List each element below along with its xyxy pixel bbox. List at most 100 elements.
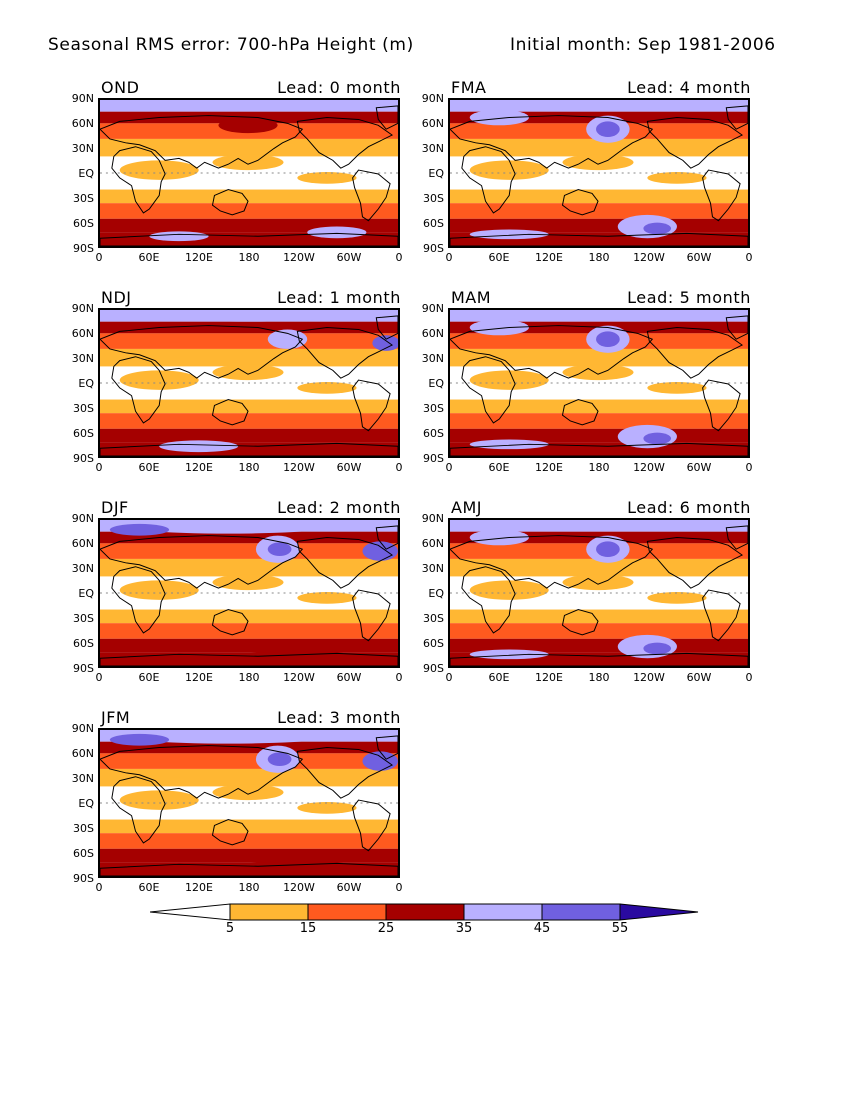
lon-tick-label: 180 (238, 881, 260, 894)
lon-tick-label: 0 (95, 461, 103, 474)
lon-tick-label: 0 (395, 881, 403, 894)
lat-tick-label: 60N (421, 117, 444, 130)
colorbar-box-15-25 (307, 903, 387, 921)
lat-tick-label: 30N (71, 562, 94, 575)
lat-tick-label: 60N (421, 537, 444, 550)
lat-tick-label: 30S (73, 612, 94, 625)
lat-tick-label: 90S (73, 452, 94, 465)
colorbar-tick-55: 55 (611, 921, 629, 936)
lat-tick-label: 90N (421, 302, 444, 315)
lat-tick-label: EQ (78, 797, 94, 810)
lat-tick-label: 90N (421, 512, 444, 525)
lon-tick-label: 0 (745, 461, 753, 474)
map-panel: AMJ Lead: 6 month (448, 498, 758, 688)
colorbar-box-25-35 (385, 903, 465, 921)
lon-tick-label: 120W (633, 251, 665, 264)
lon-tick-label: 60E (488, 251, 510, 264)
lat-tick-label: 30S (423, 612, 444, 625)
rms-error-map (448, 308, 750, 458)
lon-tick-label: 60W (686, 461, 712, 474)
map-panel: NDJ Lead: 1 month (98, 288, 408, 478)
lon-tick-label: 0 (395, 461, 403, 474)
map-panel: DJF Lead: 2 month (98, 498, 408, 688)
lon-tick-label: 180 (588, 461, 610, 474)
lat-tick-label: 60S (423, 217, 444, 230)
lat-tick-label: 90S (73, 242, 94, 255)
lat-tick-label: 60S (423, 427, 444, 440)
panel-lead-label: Lead: 0 month (277, 78, 401, 97)
lat-tick-label: 30N (71, 772, 94, 785)
colorbar-tick-35: 35 (455, 921, 473, 936)
lon-tick-label: 60E (138, 251, 160, 264)
lon-tick-label: 60E (138, 881, 160, 894)
lon-tick-label: 120E (535, 461, 563, 474)
lon-tick-label: 60W (686, 251, 712, 264)
lat-tick-label: 90N (71, 512, 94, 525)
lon-tick-label: 120W (633, 461, 665, 474)
lon-tick-label: 180 (238, 251, 260, 264)
lat-tick-label: EQ (428, 587, 444, 600)
lat-tick-label: 90N (71, 92, 94, 105)
lon-tick-label: 0 (445, 251, 453, 264)
panel-lead-label: Lead: 1 month (277, 288, 401, 307)
lat-tick-label: 30S (423, 192, 444, 205)
initial-month-label: Initial month: Sep 1981-2006 (510, 35, 776, 55)
panel-season-label: DJF (101, 498, 129, 517)
lon-tick-label: 0 (395, 671, 403, 684)
lon-tick-label: 120E (535, 251, 563, 264)
lon-tick-label: 180 (588, 251, 610, 264)
lat-tick-label: 90S (73, 872, 94, 885)
lon-tick-label: 0 (95, 881, 103, 894)
figure-title: Seasonal RMS error: 700-hPa Height (m) (48, 35, 414, 55)
lon-tick-label: 60E (488, 461, 510, 474)
rms-error-map (448, 98, 750, 248)
lat-tick-label: EQ (428, 377, 444, 390)
map-panel: OND Lead: 0 month (98, 78, 408, 268)
panel-lead-label: Lead: 3 month (277, 708, 401, 727)
map-panel: JFM Lead: 3 month (98, 708, 408, 898)
colorbar-under-triangle (149, 903, 231, 921)
lon-tick-label: 60W (686, 671, 712, 684)
lat-tick-label: 30S (73, 822, 94, 835)
lon-tick-label: 60E (488, 671, 510, 684)
rms-error-map (98, 308, 400, 458)
lat-tick-label: 30S (423, 402, 444, 415)
lon-tick-label: 180 (588, 671, 610, 684)
lat-tick-label: 90N (421, 92, 444, 105)
lat-tick-label: 60N (71, 117, 94, 130)
lon-tick-label: 0 (95, 671, 103, 684)
lat-tick-label: EQ (78, 167, 94, 180)
map-panel: FMA Lead: 4 month (448, 78, 758, 268)
lon-tick-label: 0 (395, 251, 403, 264)
colorbar-over-triangle (619, 903, 699, 921)
lon-tick-label: 120W (283, 461, 315, 474)
lon-tick-label: 180 (238, 461, 260, 474)
lon-tick-label: 60W (336, 461, 362, 474)
panel-lead-label: Lead: 6 month (627, 498, 751, 517)
colorbar-box-45-55 (541, 903, 621, 921)
panel-lead-label: Lead: 4 month (627, 78, 751, 97)
lon-tick-label: 180 (238, 671, 260, 684)
lon-tick-label: 0 (745, 251, 753, 264)
lat-tick-label: 30S (73, 192, 94, 205)
lon-tick-label: 120E (185, 251, 213, 264)
lat-tick-label: 90N (71, 722, 94, 735)
lon-tick-label: 0 (745, 671, 753, 684)
lon-tick-label: 60W (336, 671, 362, 684)
colorbar: 5 15 25 35 45 55 (149, 902, 700, 942)
lon-tick-label: 60W (336, 251, 362, 264)
lat-tick-label: 60N (71, 747, 94, 760)
lat-tick-label: 30N (71, 352, 94, 365)
lat-tick-label: 60S (73, 217, 94, 230)
colorbar-tick-5: 5 (225, 921, 235, 936)
lon-tick-label: 120W (633, 671, 665, 684)
lon-tick-label: 60E (138, 461, 160, 474)
lat-tick-label: 60S (423, 637, 444, 650)
map-panel: MAM Lead: 5 month (448, 288, 758, 478)
lat-tick-label: 90S (73, 662, 94, 675)
lat-tick-label: 60N (71, 537, 94, 550)
lon-tick-label: 60W (336, 881, 362, 894)
lat-tick-label: 30N (421, 142, 444, 155)
lat-tick-label: 60S (73, 847, 94, 860)
lat-tick-label: 30N (421, 562, 444, 575)
